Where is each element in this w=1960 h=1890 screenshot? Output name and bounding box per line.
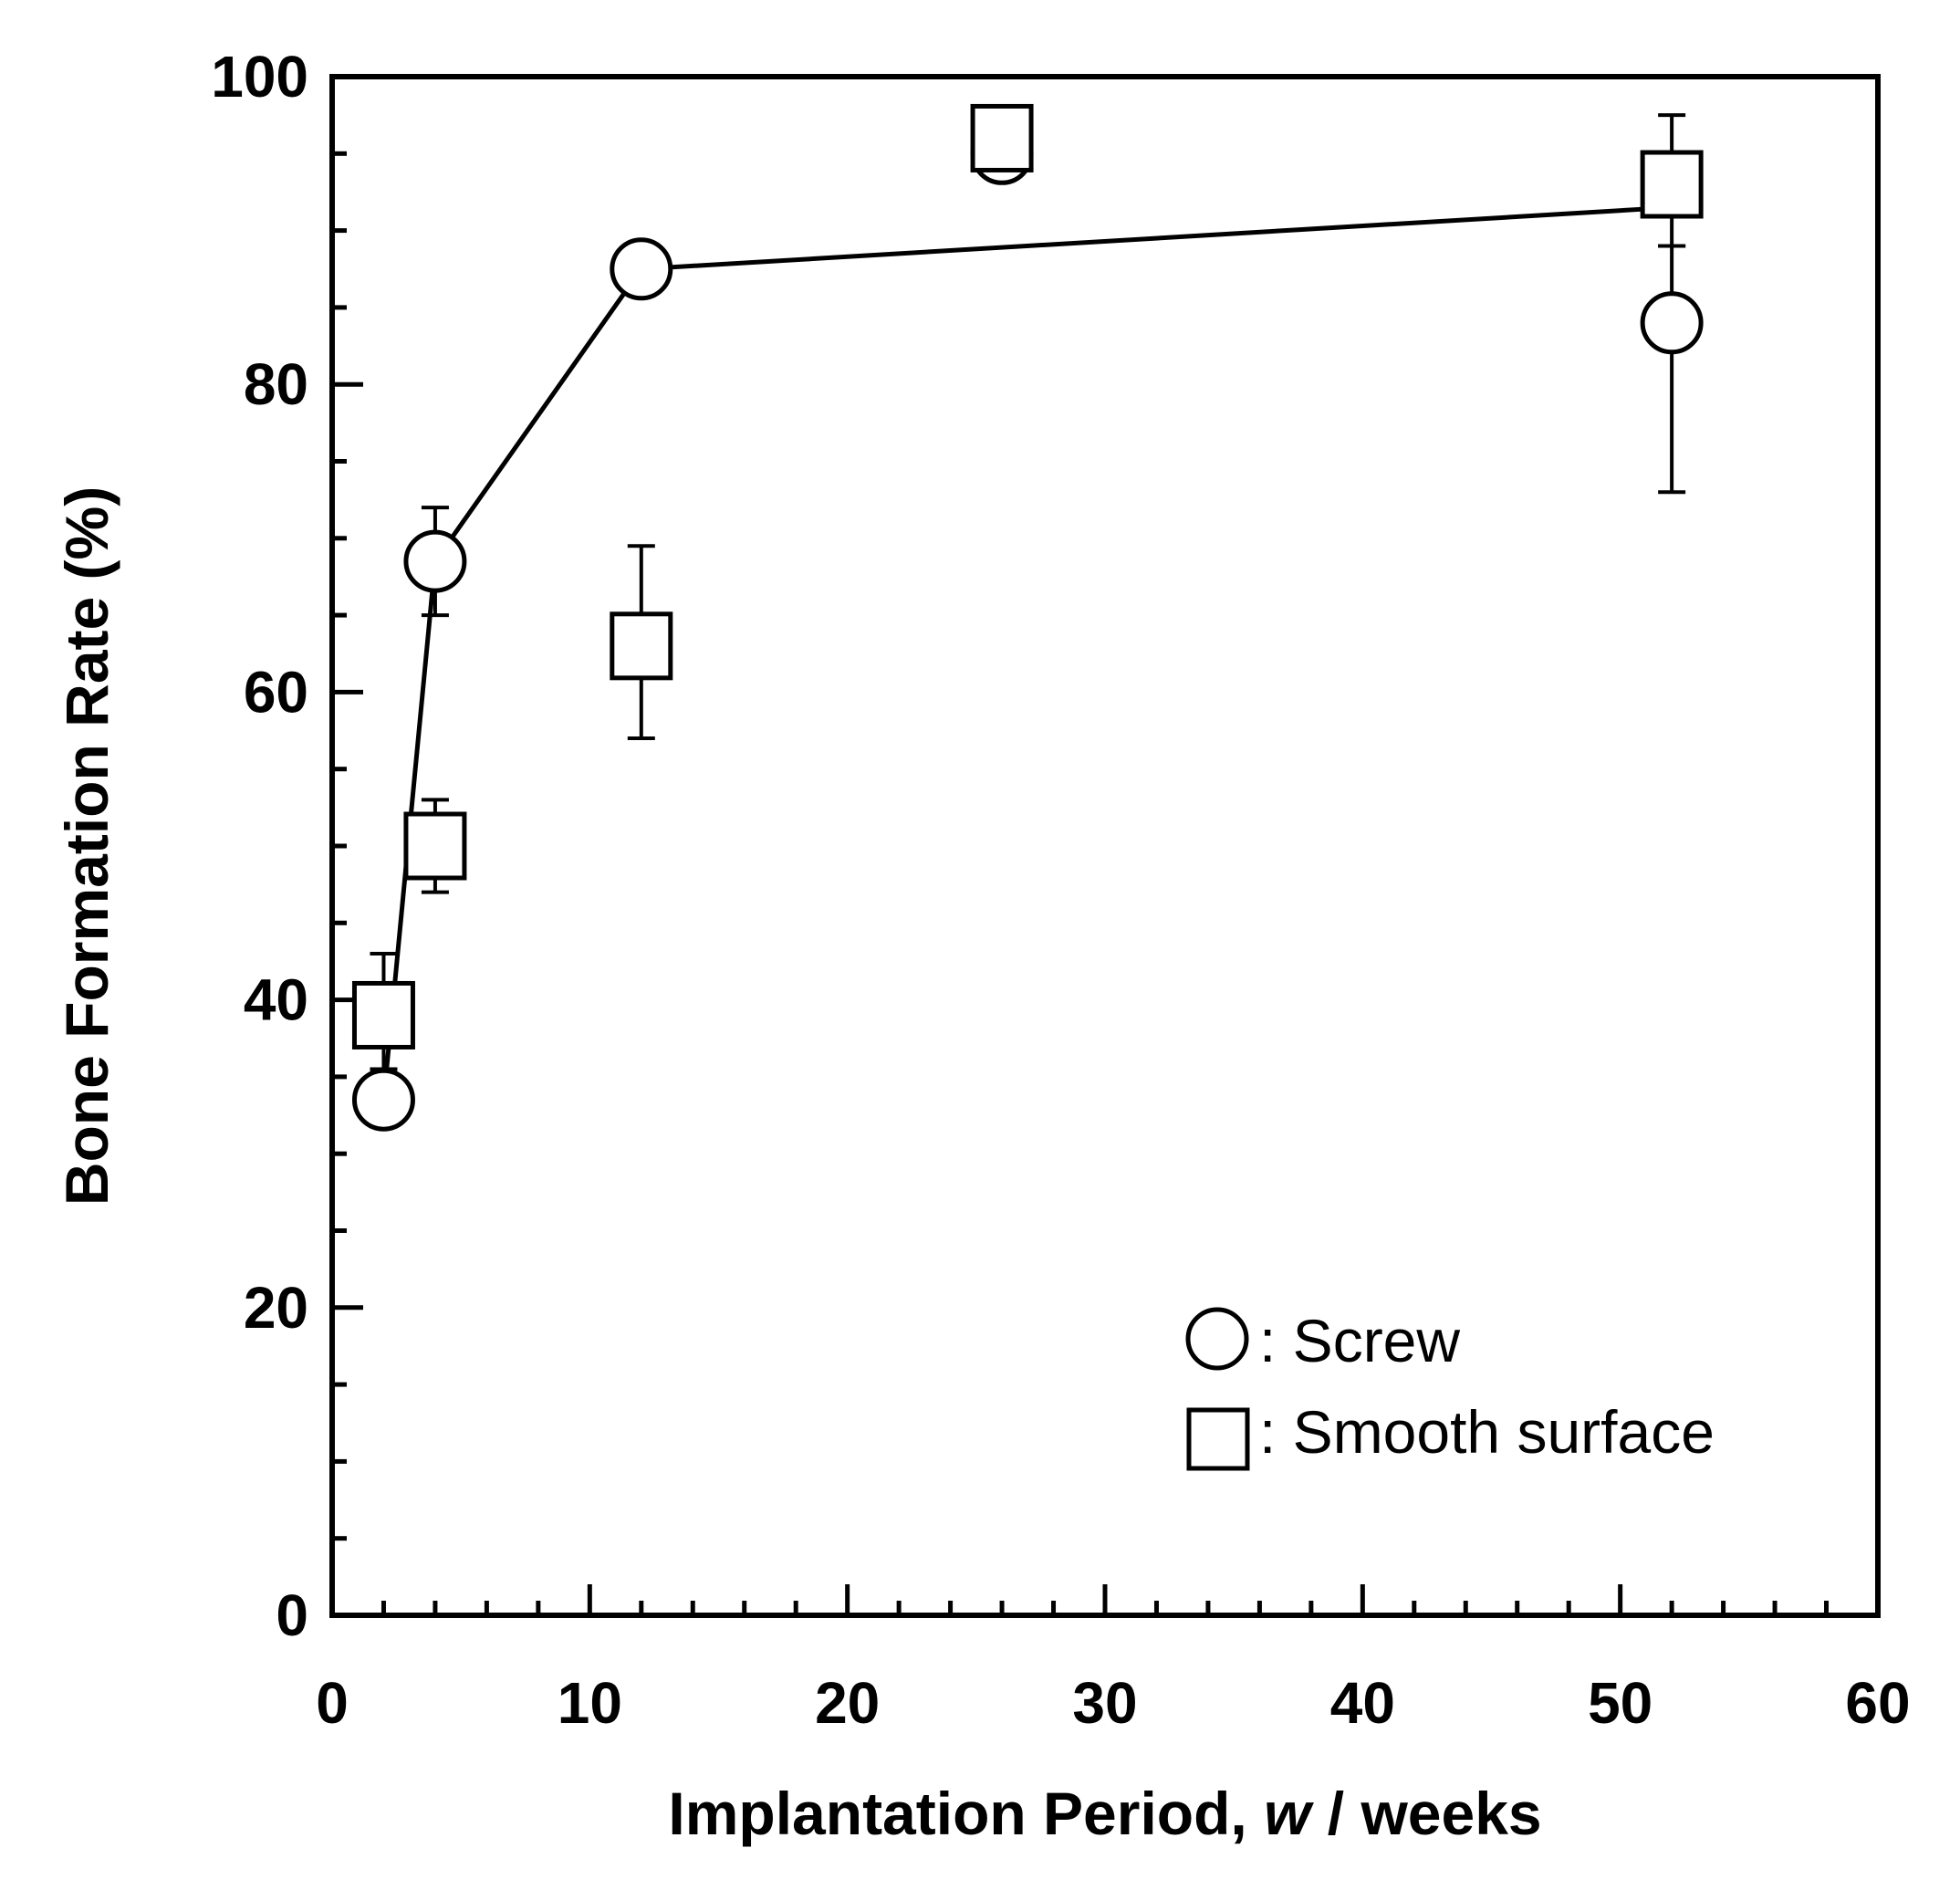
y-tick-label: 40 [244, 967, 308, 1033]
screw-point [1640, 291, 1704, 355]
legend-smooth-surface-label: : Smooth surface [1259, 1398, 1715, 1466]
smooth-surface-point [970, 103, 1034, 172]
x-axis-title: Implantation Period, w / weeks [668, 1780, 1541, 1847]
y-tick-label: 80 [244, 351, 308, 417]
screw-point [351, 1068, 415, 1132]
tick-labels: 0 10 20 30 40 50 60 0 20 40 60 80 100 [211, 44, 1910, 1736]
x-axis-title-suffix: / weeks [1310, 1780, 1541, 1847]
screw-series-line [381, 204, 1673, 1101]
screw-point [610, 237, 673, 301]
legend-screw-label: : Screw [1259, 1307, 1460, 1374]
smooth-surface-point [1640, 150, 1704, 219]
y-tick-label: 0 [276, 1582, 308, 1648]
minor-ticks [332, 151, 1830, 1615]
y-axis-title: Bone Formation Rate (%) [53, 486, 120, 1206]
x-axis-title-prefix: Implantation Period, [668, 1780, 1264, 1847]
y-tick-label: 100 [211, 44, 308, 110]
legend: : Screw : Smooth surface [1185, 1307, 1715, 1471]
legend-smooth-surface-marker-icon [1186, 1407, 1250, 1471]
x-tick-label: 50 [1588, 1670, 1652, 1736]
smooth-surface-point [351, 980, 415, 1049]
x-axis-title-variable: w [1264, 1780, 1314, 1847]
x-tick-label: 20 [815, 1670, 880, 1736]
screw-point [403, 529, 467, 593]
legend-screw-marker-icon [1185, 1307, 1249, 1371]
smooth-surface-point [403, 811, 467, 881]
markers [351, 103, 1704, 1132]
major-ticks [332, 381, 1623, 1615]
x-tick-label: 60 [1845, 1670, 1910, 1736]
x-tick-label: 0 [316, 1670, 349, 1736]
x-tick-label: 30 [1072, 1670, 1137, 1736]
error-bars [370, 113, 1686, 1071]
y-tick-label: 60 [244, 659, 308, 725]
x-tick-label: 40 [1330, 1670, 1395, 1736]
smooth-surface-point [610, 611, 673, 681]
y-tick-label: 20 [244, 1275, 308, 1341]
series-lines [381, 204, 1673, 1101]
x-tick-label: 10 [558, 1670, 622, 1736]
